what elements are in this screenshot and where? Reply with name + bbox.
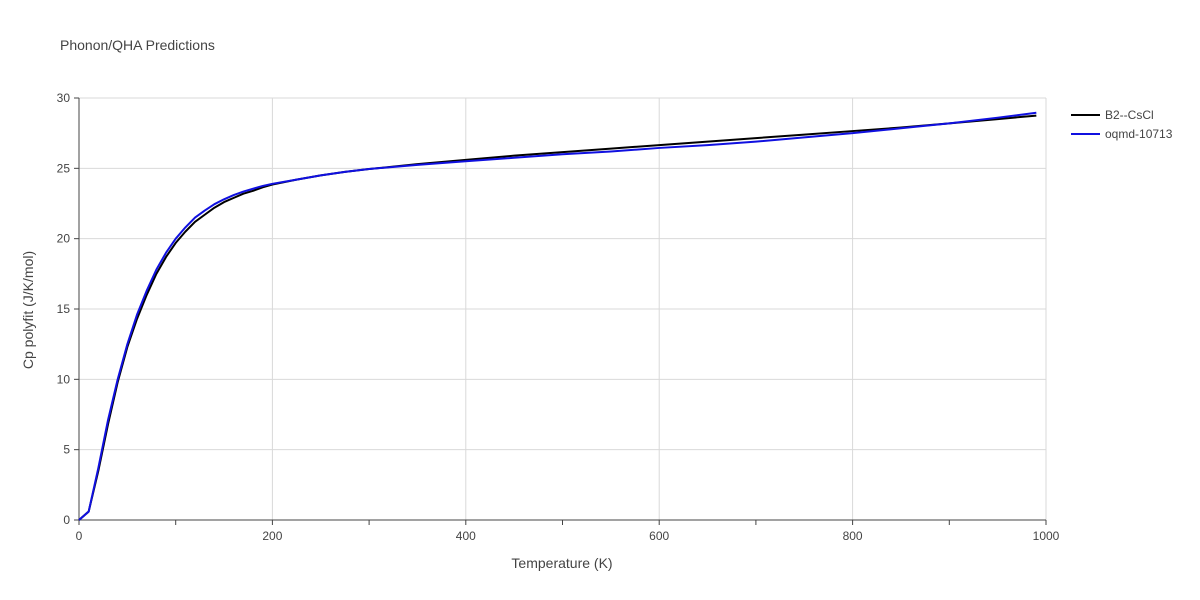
y-tick-label: 25 xyxy=(57,161,71,175)
legend-item[interactable]: oqmd-10713 xyxy=(1071,127,1173,141)
x-axis-title: Temperature (K) xyxy=(511,555,612,571)
y-tick-label: 5 xyxy=(63,443,70,457)
series-line-b2-cscl[interactable] xyxy=(78,114,1037,521)
grid xyxy=(79,97,1047,520)
y-tick-label: 20 xyxy=(57,232,71,246)
legend[interactable]: B2--CsCl oqmd-10713 xyxy=(1071,108,1173,141)
x-tick-label: 200 xyxy=(262,529,282,543)
legend-item[interactable]: B2--CsCl xyxy=(1071,108,1154,122)
x-tick-label: 1000 xyxy=(1033,529,1060,543)
y-tick-label: 10 xyxy=(57,372,71,386)
x-tick-label: 400 xyxy=(456,529,476,543)
y-tick-label: 30 xyxy=(57,91,71,105)
y-tick-label: 15 xyxy=(57,302,71,316)
legend-label: B2--CsCl xyxy=(1105,108,1154,122)
plot-area xyxy=(78,111,1037,521)
x-tick-label: 800 xyxy=(843,529,863,543)
series-line-oqmd-10713[interactable] xyxy=(78,111,1037,521)
x-tick-label: 600 xyxy=(649,529,669,543)
x-tick-label: 0 xyxy=(76,529,83,543)
legend-label: oqmd-10713 xyxy=(1105,127,1173,141)
axes: 0 200 400 600 800 1000 0 5 10 15 20 25 30 xyxy=(57,91,1060,543)
chart-title: Phonon/QHA Predictions xyxy=(60,37,215,53)
y-tick-label: 0 xyxy=(63,513,70,527)
y-axis-title: Cp polyfit (J/K/mol) xyxy=(20,251,36,369)
